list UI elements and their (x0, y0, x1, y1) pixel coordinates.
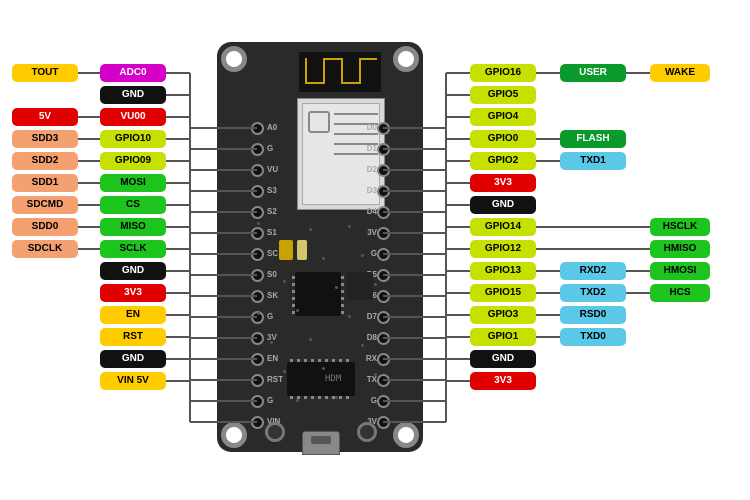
board-pin-label: S0 (267, 270, 277, 279)
mounting-hole (393, 422, 419, 448)
board-pin-label: S3 (267, 186, 277, 195)
pin-label-gnd: GND (470, 350, 536, 368)
pin-label-gpio10: GPIO10 (100, 130, 166, 148)
pin-label-gpio3: GPIO3 (470, 306, 536, 324)
pin-label-rst: RST (100, 328, 166, 346)
board-pin-label: D4 (359, 207, 377, 216)
pin-label-hmiso: HMISO (650, 240, 710, 258)
pin-label-rxd2: RXD2 (560, 262, 626, 280)
pin-label-sdclk: SDCLK (12, 240, 78, 258)
smd-component (347, 272, 373, 300)
pin-label-hmosi: HMOSI (650, 262, 710, 280)
pin-label-vu00: VU00 (100, 108, 166, 126)
pin-label-gnd: GND (100, 350, 166, 368)
pin-label-flash: FLASH (560, 130, 626, 148)
pin-label-vin-5v: VIN 5V (100, 372, 166, 390)
usb-port (302, 431, 340, 455)
pin-label-gpio5: GPIO5 (470, 86, 536, 104)
board-pin-label: G (267, 144, 273, 153)
board-pin-label: D7 (359, 312, 377, 321)
pin-label-sclk: SCLK (100, 240, 166, 258)
pin-label-3v3: 3V3 (100, 284, 166, 302)
mounting-hole (221, 422, 247, 448)
board-pin-label: TX (359, 375, 377, 384)
pin-label-rsd0: RSD0 (560, 306, 626, 324)
pin-label-gnd: GND (100, 262, 166, 280)
board-pin-label: S1 (267, 228, 277, 237)
mounting-hole (393, 46, 419, 72)
pin-label-gpio12: GPIO12 (470, 240, 536, 258)
board-pin-label: D1 (359, 144, 377, 153)
pin-label-hsclk: HSCLK (650, 218, 710, 236)
board-pin-label: D3 (359, 186, 377, 195)
pin-label-gpio15: GPIO15 (470, 284, 536, 302)
chip-main (295, 272, 341, 316)
pin-label-user: USER (560, 64, 626, 82)
pin-label-gpio4: GPIO4 (470, 108, 536, 126)
board-pin-label: RST (267, 375, 283, 384)
pin-label-gpio16: GPIO16 (470, 64, 536, 82)
mcu-board: A0D0GD1VUD2S3D3S2D4S13VSCGS0D5SKD6GD73VD… (217, 42, 423, 452)
pin-label-gpio13: GPIO13 (470, 262, 536, 280)
board-pin-label: 3V (359, 228, 377, 237)
board-pin-label: D2 (359, 165, 377, 174)
pin-label-5v: 5V (12, 108, 78, 126)
pin-label-gpio09: GPIO09 (100, 152, 166, 170)
tactile-button (265, 422, 285, 442)
pin-label-wake: WAKE (650, 64, 710, 82)
pin-label-cs: CS (100, 196, 166, 214)
pin-label-gpio2: GPIO2 (470, 152, 536, 170)
pin-label-gnd: GND (100, 86, 166, 104)
tactile-button (357, 422, 377, 442)
pin-label-en: EN (100, 306, 166, 324)
pin-label-gnd: GND (470, 196, 536, 214)
pin-label-mosi: MOSI (100, 174, 166, 192)
board-pin-label: D0 (359, 123, 377, 132)
antenna (299, 52, 381, 92)
pin-label-gpio14: GPIO14 (470, 218, 536, 236)
pin-label-gpio1: GPIO1 (470, 328, 536, 346)
board-pin-label: G (267, 312, 273, 321)
board-pin-label: EN (267, 354, 278, 363)
pin-label-txd1: TXD1 (560, 152, 626, 170)
pin-label-3v3: 3V3 (470, 174, 536, 192)
smd-component (297, 240, 307, 260)
pin-label-tout: TOUT (12, 64, 78, 82)
pin-label-sdd0: SDD0 (12, 218, 78, 236)
board-pin-label: S2 (267, 207, 277, 216)
chip-marking: HDM (325, 374, 341, 384)
pin-label-sdd2: SDD2 (12, 152, 78, 170)
pin-label-sdd3: SDD3 (12, 130, 78, 148)
board-pin-label: VU (267, 165, 278, 174)
board-pin-label: SK (267, 291, 278, 300)
pin-label-3v3: 3V3 (470, 372, 536, 390)
board-pin-label: A0 (267, 123, 277, 132)
mounting-hole (221, 46, 247, 72)
board-pin-label: D8 (359, 333, 377, 342)
pin-label-txd0: TXD0 (560, 328, 626, 346)
pin-label-sdcmd: SDCMD (12, 196, 78, 214)
pin-label-sdd1: SDD1 (12, 174, 78, 192)
smd-component (279, 240, 293, 260)
pin-label-adc0: ADC0 (100, 64, 166, 82)
board-pin-label: G (267, 396, 273, 405)
chip-secondary (287, 362, 355, 396)
pin-label-hcs: HCS (650, 284, 710, 302)
board-pin-label: RX (359, 354, 377, 363)
pin-label-gpio0: GPIO0 (470, 130, 536, 148)
pin-label-miso: MISO (100, 218, 166, 236)
pin-label-txd2: TXD2 (560, 284, 626, 302)
board-pin-label: G (359, 396, 377, 405)
